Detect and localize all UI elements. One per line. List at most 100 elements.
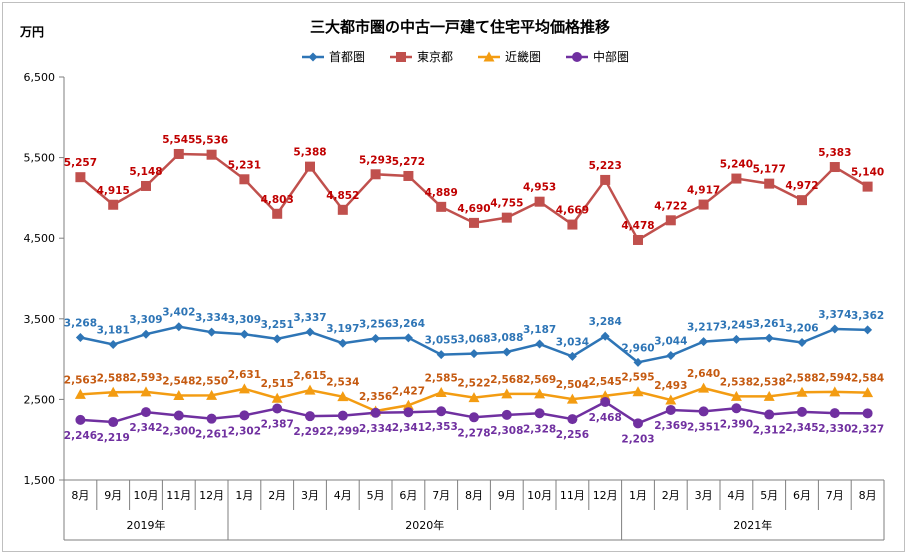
data-label: 3,251 bbox=[261, 319, 294, 331]
data-label: 4,953 bbox=[523, 182, 556, 194]
data-label: 3,044 bbox=[654, 336, 687, 348]
series-layer bbox=[74, 148, 874, 429]
data-label: 2,328 bbox=[523, 423, 556, 435]
data-label: 2,353 bbox=[425, 421, 458, 433]
data-label: 3,284 bbox=[589, 316, 622, 328]
data-point bbox=[206, 389, 218, 400]
data-label: 3,187 bbox=[523, 324, 556, 336]
data-point bbox=[501, 409, 512, 420]
data-label: 2,588 bbox=[785, 372, 818, 384]
data-point bbox=[403, 170, 414, 181]
data-point bbox=[468, 392, 480, 403]
data-point bbox=[75, 172, 86, 183]
data-label: 2,246 bbox=[64, 430, 97, 442]
data-label: 4,722 bbox=[654, 200, 687, 212]
data-label: 3,245 bbox=[720, 319, 753, 331]
data-point bbox=[141, 329, 151, 339]
legend-marker bbox=[396, 52, 406, 62]
data-point bbox=[338, 338, 348, 348]
y-tick-label: 3,500 bbox=[24, 313, 56, 326]
data-label: 2,203 bbox=[621, 433, 654, 445]
data-point bbox=[74, 388, 86, 399]
data-label: 3,362 bbox=[851, 310, 884, 322]
data-label: 2,584 bbox=[851, 373, 884, 385]
data-point bbox=[173, 390, 185, 401]
data-label: 2,569 bbox=[523, 374, 556, 386]
y-tick-label: 5,500 bbox=[24, 152, 56, 165]
data-point bbox=[337, 391, 349, 402]
data-point bbox=[862, 387, 874, 398]
data-label: 2,427 bbox=[392, 385, 425, 397]
y-tick-label: 4,500 bbox=[24, 232, 56, 245]
data-point bbox=[863, 325, 873, 335]
data-point bbox=[534, 408, 545, 419]
data-point bbox=[534, 196, 545, 207]
data-label: 4,917 bbox=[687, 185, 720, 197]
data-point bbox=[698, 406, 709, 417]
x-tick-label: 3月 bbox=[301, 489, 319, 502]
x-tick-label: 10月 bbox=[134, 489, 159, 502]
data-point bbox=[108, 417, 119, 428]
x-tick-label: 1月 bbox=[235, 489, 253, 502]
data-label: 2,334 bbox=[359, 423, 392, 435]
data-label: 2,345 bbox=[785, 422, 818, 434]
data-label: 3,181 bbox=[97, 325, 130, 337]
data-point bbox=[305, 161, 315, 172]
y-tick-label: 6,500 bbox=[24, 71, 56, 84]
data-label: 3,334 bbox=[195, 312, 228, 324]
chart-title: 三大都市圏の中古一戸建て住宅平均価格推移 bbox=[310, 18, 610, 36]
data-label: 5,140 bbox=[851, 167, 884, 179]
data-label: 5,240 bbox=[720, 159, 753, 171]
x-tick-label: 2月 bbox=[662, 489, 680, 502]
data-point bbox=[731, 173, 742, 184]
data-point bbox=[699, 337, 709, 347]
data-label: 5,223 bbox=[589, 160, 622, 172]
data-point bbox=[141, 180, 151, 191]
x-tick-label: 8月 bbox=[71, 489, 89, 502]
data-label: 2,538 bbox=[720, 376, 753, 388]
legend-label: 中部圏 bbox=[593, 49, 629, 64]
data-point bbox=[567, 414, 578, 425]
x-tick-label: 4月 bbox=[334, 489, 352, 502]
data-label: 4,972 bbox=[785, 180, 818, 192]
data-label: 2,640 bbox=[687, 368, 720, 380]
data-label: 5,231 bbox=[228, 159, 261, 171]
data-point bbox=[764, 333, 774, 343]
data-label: 2,341 bbox=[392, 422, 425, 434]
data-label: 2,594 bbox=[818, 372, 851, 384]
data-label: 2,545 bbox=[589, 376, 622, 388]
data-point bbox=[633, 418, 643, 429]
data-label: 2,593 bbox=[129, 372, 162, 384]
data-point bbox=[108, 199, 119, 210]
data-label: 2,468 bbox=[589, 412, 622, 424]
data-label: 2,330 bbox=[818, 423, 851, 435]
legend-marker bbox=[483, 51, 495, 62]
legend-label: 首都圏 bbox=[329, 50, 365, 64]
x-tick-label: 9月 bbox=[104, 489, 122, 502]
data-point bbox=[535, 339, 545, 349]
x-tick-label: 7月 bbox=[826, 489, 844, 502]
data-point bbox=[633, 357, 643, 367]
data-point bbox=[337, 204, 348, 215]
data-label: 2,356 bbox=[359, 391, 392, 403]
series-3 bbox=[75, 396, 873, 429]
data-label: 3,309 bbox=[129, 314, 162, 326]
legend-label: 近畿圏 bbox=[505, 50, 541, 64]
data-label: 3,337 bbox=[293, 312, 326, 324]
data-label: 2,387 bbox=[261, 419, 294, 431]
data-point bbox=[337, 410, 348, 421]
data-point bbox=[830, 324, 840, 334]
data-point bbox=[567, 219, 578, 230]
y-axis-unit-label: 万円 bbox=[19, 25, 44, 39]
data-point bbox=[173, 148, 184, 159]
data-point bbox=[271, 392, 283, 403]
data-label: 4,690 bbox=[457, 203, 490, 215]
data-label: 4,669 bbox=[556, 205, 589, 217]
data-point bbox=[305, 327, 315, 337]
data-point bbox=[469, 217, 479, 228]
data-point bbox=[304, 384, 316, 395]
data-label: 2,522 bbox=[457, 378, 490, 390]
year-group-label: 2019年 bbox=[127, 518, 166, 532]
data-point bbox=[665, 404, 676, 415]
data-point bbox=[239, 329, 249, 339]
